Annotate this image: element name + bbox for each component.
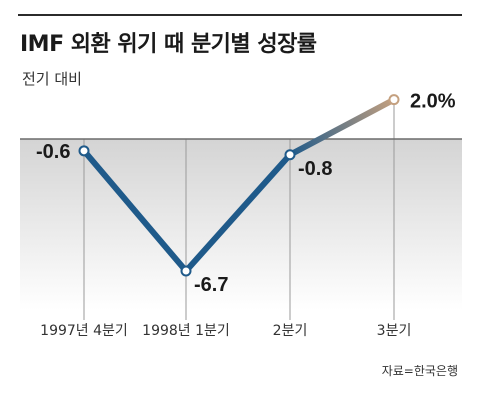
data-point bbox=[284, 149, 296, 161]
series-line-segment bbox=[81, 147, 189, 274]
negative-region bbox=[20, 139, 462, 310]
chart-subtitle: 전기 대비 bbox=[22, 70, 82, 88]
value-label: -0.8 bbox=[298, 158, 332, 180]
series-line-segment bbox=[287, 96, 397, 158]
value-label: 2.0% bbox=[410, 91, 456, 113]
data-point bbox=[388, 94, 400, 106]
source-note: 자료=한국은행 bbox=[381, 364, 458, 378]
x-tick-label: 2분기 bbox=[273, 323, 308, 339]
chart-title: IMF 외환 위기 때 분기별 성장률 bbox=[20, 32, 317, 57]
x-tick-label: 1998년 1분기 bbox=[142, 323, 230, 339]
data-point bbox=[78, 145, 90, 157]
series-line-segment bbox=[183, 151, 293, 274]
value-label: -6.7 bbox=[194, 274, 228, 296]
x-tick-label: 1997년 4분기 bbox=[40, 323, 128, 339]
value-label: -0.6 bbox=[36, 141, 70, 163]
data-point bbox=[180, 265, 192, 277]
top-rule bbox=[18, 14, 462, 16]
x-tick-label: 3분기 bbox=[377, 323, 412, 339]
